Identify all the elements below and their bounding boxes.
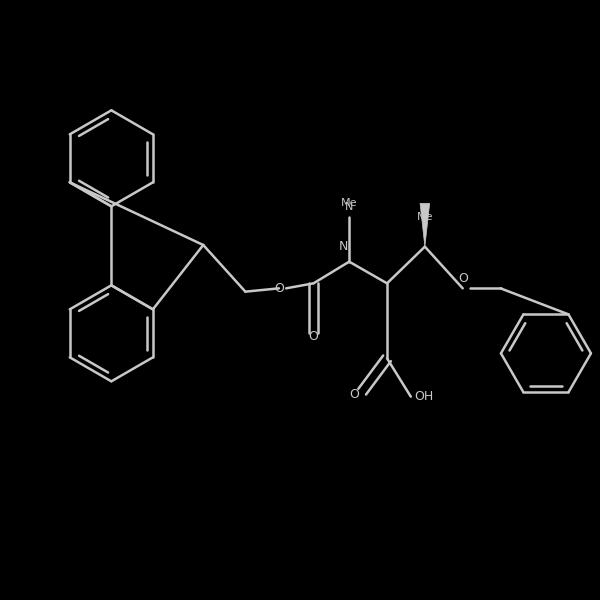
Text: O: O — [308, 330, 319, 343]
Text: Me: Me — [341, 197, 358, 208]
Text: O: O — [349, 388, 359, 401]
Text: O: O — [274, 282, 284, 295]
Text: N: N — [345, 202, 353, 212]
Text: Me: Me — [416, 212, 433, 223]
Text: N: N — [338, 240, 348, 253]
Text: O: O — [458, 272, 467, 286]
Text: OH: OH — [414, 390, 433, 403]
Polygon shape — [420, 203, 430, 247]
